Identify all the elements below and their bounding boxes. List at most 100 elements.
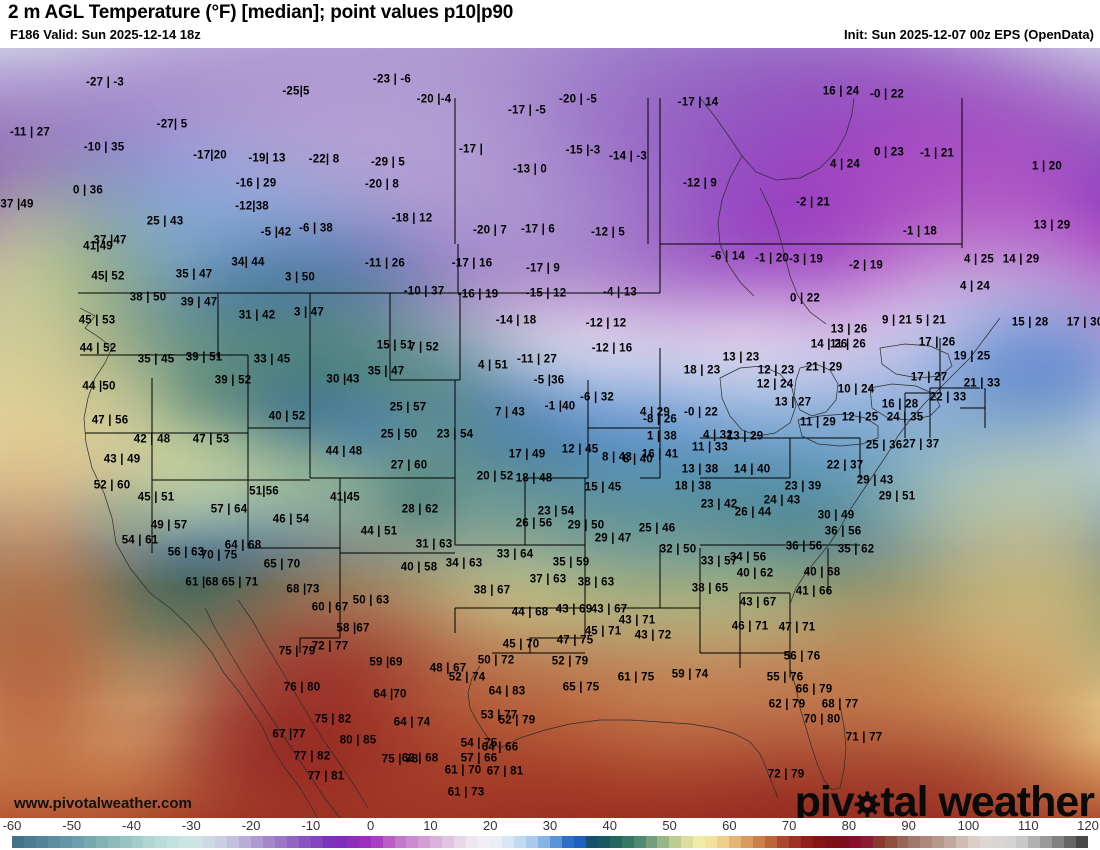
- colorbar-cell: [788, 836, 801, 848]
- colorbar-cell: [741, 836, 754, 848]
- colorbar-cell: [920, 836, 933, 848]
- point-value-label: -5 |36: [533, 374, 565, 387]
- point-value-label: 61 | 73: [447, 786, 485, 799]
- point-value-label: -17 | 14: [677, 96, 719, 109]
- weather-map[interactable]: -27 | -3 -25|5 -27| 5 -11 | 27 -10 | 35 -17|2…: [0, 48, 1100, 818]
- point-value-label: -1 | 20: [754, 252, 790, 265]
- colorbar-tick: -60: [2, 818, 22, 833]
- point-value-label: -15 | 12: [525, 287, 567, 300]
- colorbar-cell: [191, 836, 204, 848]
- point-value-label: 70 | 80: [803, 713, 841, 726]
- point-value-label: -12|38: [235, 200, 269, 213]
- point-value-label: 1 | 20: [1032, 160, 1062, 173]
- point-value-label: 61 | 75: [617, 671, 655, 684]
- colorbar-cell: [956, 836, 969, 848]
- colorbar-cell: [633, 836, 646, 848]
- point-value-label: 38 | 50: [129, 291, 167, 304]
- colorbar-cell: [179, 836, 192, 848]
- colorbar-cell: [669, 836, 682, 848]
- colorbar-cell: [561, 836, 574, 848]
- point-value-label: -17 | -5: [507, 104, 547, 117]
- point-value-label: -1 | 18: [902, 225, 938, 238]
- point-value-label: 57 | 64: [210, 503, 248, 516]
- point-value-label: 12 | 23: [757, 364, 795, 377]
- colorbar-cell: [167, 836, 180, 848]
- point-value-label: 40 | 58: [400, 561, 438, 574]
- colorbar-cell: [358, 836, 371, 848]
- colorbar-cell: [71, 836, 84, 848]
- colorbar-cell: [1051, 836, 1064, 848]
- point-value-label: 23 | 54: [537, 505, 575, 518]
- airmass-region: [670, 473, 930, 583]
- point-value-label: 75 | 79: [278, 645, 316, 658]
- point-value-label: 47 | 71: [778, 621, 816, 634]
- point-value-label: -11 | 27: [10, 126, 50, 139]
- pivotal-weather-logo: piv tal weather: [795, 781, 1095, 819]
- colorbar-cell: [765, 836, 777, 848]
- colorbar-cell: [215, 836, 228, 848]
- colorbar-cell: [980, 836, 993, 848]
- point-value-label: 35 | 59: [552, 556, 590, 569]
- watermark-url: www.pivotalweather.com: [14, 795, 192, 812]
- colorbar-cell: [992, 836, 1005, 848]
- page-title: 2 m AGL Temperature (°F) [median]; point…: [8, 2, 514, 23]
- point-value-label: 3 | 50: [285, 271, 315, 284]
- point-value-label: -12 | 9: [682, 177, 718, 190]
- point-value-label: 4 | 24: [960, 280, 990, 293]
- point-value-label: 14 | 29: [1002, 253, 1040, 266]
- colorbar-cell: [621, 836, 634, 848]
- point-value-label: 39 | 52: [214, 374, 252, 387]
- colorbar-cell: [478, 836, 491, 848]
- point-value-label: 47 | 75: [556, 634, 594, 647]
- point-value-label: 18 | 38: [674, 480, 712, 493]
- colorbar[interactable]: -60 -50 -40 -30 -20 -10 0 10 20 30 40 50 60 70 80 90 100…: [0, 818, 1100, 850]
- colorbar-cell: [514, 836, 526, 848]
- point-value-label: -5 |42: [260, 226, 292, 239]
- point-value-label: -6 | 14: [710, 250, 746, 263]
- point-value-label: -17 |: [458, 143, 484, 156]
- point-value-label: -16 | 29: [235, 177, 277, 190]
- point-value-label: 65 | 71: [221, 576, 259, 589]
- point-value-label: 29 | 50: [567, 519, 605, 532]
- colorbar-tick: 80: [841, 818, 857, 833]
- point-value-label: 31 | 42: [238, 309, 276, 322]
- point-value-label: 13 | 29: [1033, 219, 1071, 232]
- point-value-label: 48 | 67: [429, 662, 467, 675]
- point-value-label: 43 | 72: [634, 629, 672, 642]
- colorbar-cell: [932, 836, 945, 848]
- colorbar-cell: [47, 836, 60, 848]
- point-value-label: -15 |-3: [565, 144, 601, 157]
- point-value-label: 22 | 37: [826, 459, 864, 472]
- colorbar-tick: -30: [181, 818, 201, 833]
- point-value-label: -27 | -3: [85, 76, 125, 89]
- point-value-label: 4 | 29: [640, 406, 670, 419]
- point-value-label: 34 | 56: [729, 551, 767, 564]
- point-value-label: 46 | 54: [272, 513, 310, 526]
- point-value-label: 31 | 63: [415, 538, 453, 551]
- point-value-label: 17 | 49: [508, 448, 546, 461]
- colorbar-cell: [83, 836, 96, 848]
- point-value-label: 52 | 60: [93, 479, 131, 492]
- colorbar-cell: [812, 836, 825, 848]
- colorbar-cell: [143, 836, 156, 848]
- colorbar-cell: [908, 836, 921, 848]
- point-value-label: 33 | 64: [496, 548, 534, 561]
- colorbar-cell: [681, 836, 694, 848]
- point-value-label: 45 | 70: [502, 638, 540, 651]
- colorbar-tick: 20: [482, 818, 498, 833]
- colorbar-cell: [310, 836, 323, 848]
- colorbar-cell: [382, 836, 395, 848]
- colorbar-cell: [860, 836, 873, 848]
- point-value-label: -20 | 8: [364, 178, 400, 191]
- point-value-label: 15 | 51: [376, 339, 414, 352]
- point-value-label: -6 | 38: [298, 222, 334, 235]
- colorbar-tick: 30: [542, 818, 558, 833]
- point-value-label: -16 | 19: [457, 288, 499, 301]
- point-value-label: -6 | 32: [579, 391, 615, 404]
- point-value-label: 17 | 27: [910, 371, 948, 384]
- point-value-label: 65 | 75: [562, 681, 600, 694]
- point-value-label: 56 | 63: [167, 546, 205, 559]
- point-value-label: 4 | 32: [703, 429, 733, 442]
- airmass-region: [160, 363, 270, 423]
- point-value-label: 62 | 68: [401, 752, 439, 765]
